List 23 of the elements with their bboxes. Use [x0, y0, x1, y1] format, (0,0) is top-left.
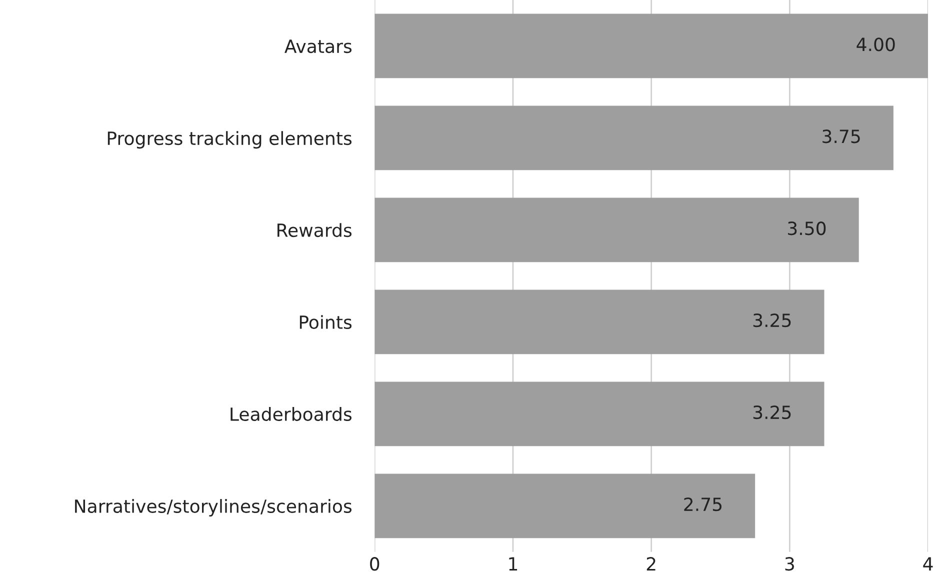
y-tick-label: Rewards [278, 223, 352, 238]
data-label: 3.75 [822, 130, 860, 144]
y-tick-label: Narratives/storylines/scenarios [75, 499, 352, 517]
x-tick-label: 2 [646, 557, 656, 570]
y-tick-label: Leaderboards [230, 407, 352, 422]
data-label: 3.50 [788, 222, 826, 236]
x-tick-label: 4 [923, 557, 933, 570]
bar [374, 382, 824, 446]
y-tick-label: Points [300, 315, 352, 330]
x-tick-label: 1 [509, 557, 518, 570]
bar [374, 474, 756, 538]
x-tick-label: 0 [370, 557, 380, 571]
bar [374, 14, 928, 78]
bar [374, 106, 894, 170]
x-tick-label: 3 [785, 557, 794, 571]
data-label: 2.75 [684, 497, 722, 512]
bar [374, 290, 824, 354]
data-label: 3.25 [753, 314, 791, 328]
y-tick-label: Progress tracking elements [108, 131, 352, 149]
data-label: 3.25 [753, 405, 791, 420]
y-tick-label: Avatars [284, 40, 352, 54]
bar [374, 198, 859, 262]
data-label: 4.00 [856, 38, 895, 52]
